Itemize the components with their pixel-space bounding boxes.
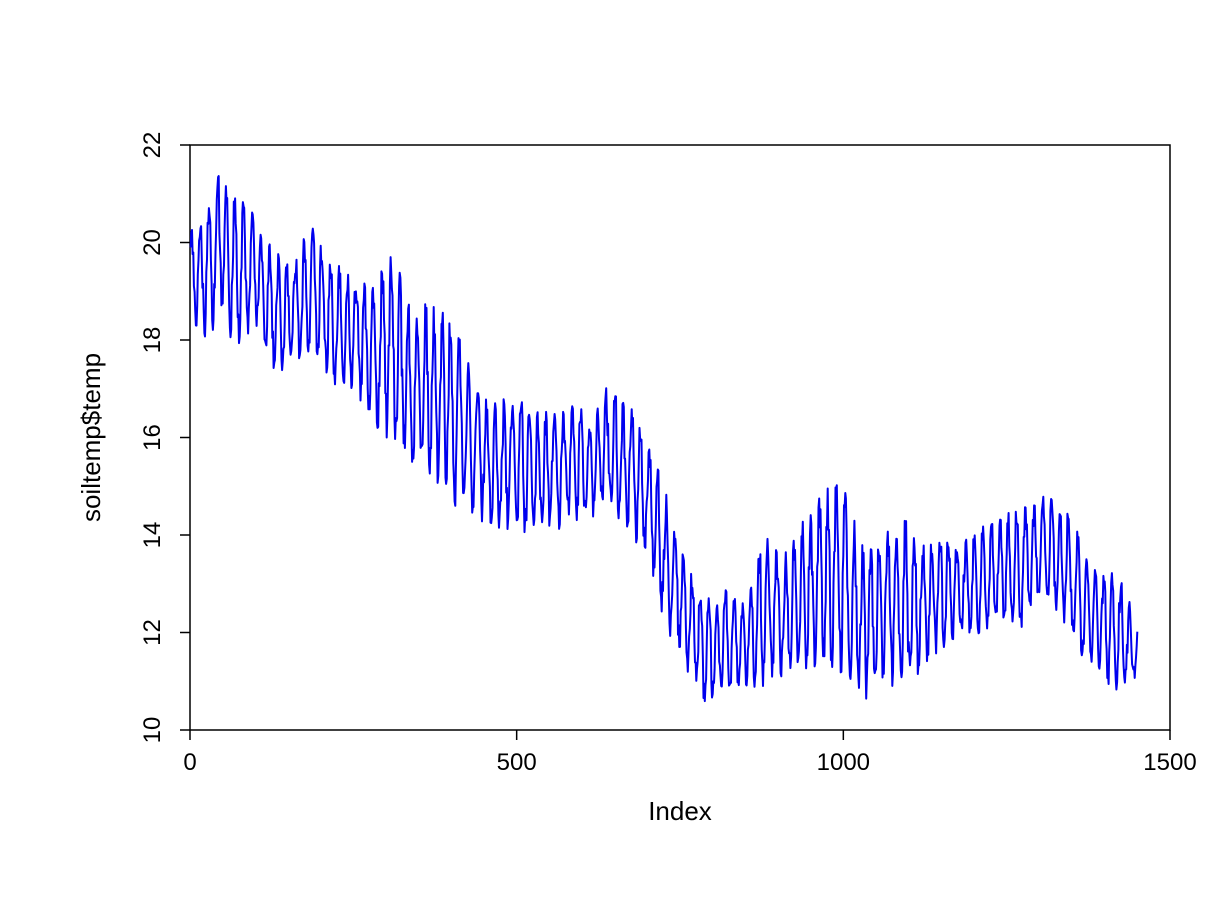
y-tick-label: 22 — [139, 132, 166, 159]
x-tick-label: 1000 — [817, 749, 870, 776]
x-axis: 0 500 1000 1500 — [183, 730, 1196, 776]
y-tick-label: 16 — [139, 424, 166, 451]
y-axis: 10 12 14 16 18 20 22 — [139, 132, 190, 744]
data-line — [191, 176, 1138, 701]
y-tick-label: 14 — [139, 522, 166, 549]
x-tick-label: 1500 — [1143, 749, 1196, 776]
x-axis-label: Index — [648, 796, 712, 826]
y-tick-label: 20 — [139, 229, 166, 256]
x-tick-label: 0 — [183, 749, 196, 776]
line-chart: 0 500 1000 1500 10 12 14 16 18 20 22 Index soilte… — [0, 0, 1228, 921]
chart-svg: 0 500 1000 1500 10 12 14 16 18 20 22 Index soilte… — [0, 0, 1228, 921]
y-tick-label: 12 — [139, 619, 166, 646]
x-tick-label: 500 — [497, 749, 537, 776]
y-tick-label: 10 — [139, 717, 166, 744]
y-axis-label: soiltemp$temp — [76, 353, 106, 522]
y-tick-label: 18 — [139, 327, 166, 354]
